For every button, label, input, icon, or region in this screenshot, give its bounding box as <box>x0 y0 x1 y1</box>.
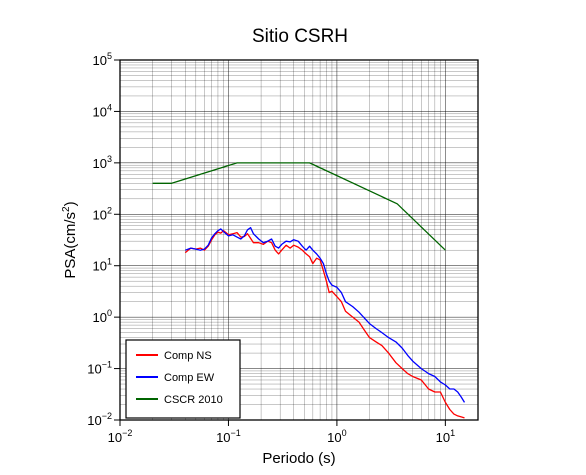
tick-marks <box>114 59 446 426</box>
y-axis-label-base: PSA(cm/s <box>62 212 79 279</box>
x-tick-label: 10−2 <box>108 428 133 445</box>
x-tick-label: 10−1 <box>216 428 241 445</box>
y-tick-label: 101 <box>93 257 112 274</box>
tick-labels: 10−2 10−1 100 101 10−2 10−1 100 101 102 103 104 105 <box>87 51 455 445</box>
x-tick-label: 101 <box>436 428 455 445</box>
y-tick-label: 10−2 <box>87 411 112 428</box>
plot-frame <box>119 59 479 421</box>
legend-label: Comp NS <box>164 350 212 362</box>
legend-box <box>125 339 241 419</box>
series-line-comp-ns <box>184 230 465 419</box>
series-line-comp-ew <box>185 226 466 403</box>
series-layer <box>152 162 466 419</box>
y-tick-label: 104 <box>93 102 112 119</box>
y-axis-label: PSA(cm/s2) <box>61 201 79 278</box>
y-tick-label: 102 <box>93 205 112 222</box>
y-axis-label-end: ) <box>62 201 79 206</box>
legend-label: Comp EW <box>164 372 215 384</box>
y-tick-label: 100 <box>93 308 112 325</box>
series-line-cscr-2010 <box>152 162 446 251</box>
x-axis-label: Periodo (s) <box>262 450 335 467</box>
y-tick-label: 10−1 <box>87 360 112 377</box>
y-tick-label: 105 <box>93 51 112 68</box>
legend-label: CSCR 2010 <box>164 394 223 406</box>
y-tick-label: 103 <box>93 154 112 171</box>
x-tick-label: 100 <box>327 428 346 445</box>
chart-title: Sitio CSRH <box>252 26 348 47</box>
legend: Comp NS Comp EW CSCR 2010 <box>125 339 241 419</box>
y-axis-label-sup: 2 <box>61 206 72 212</box>
